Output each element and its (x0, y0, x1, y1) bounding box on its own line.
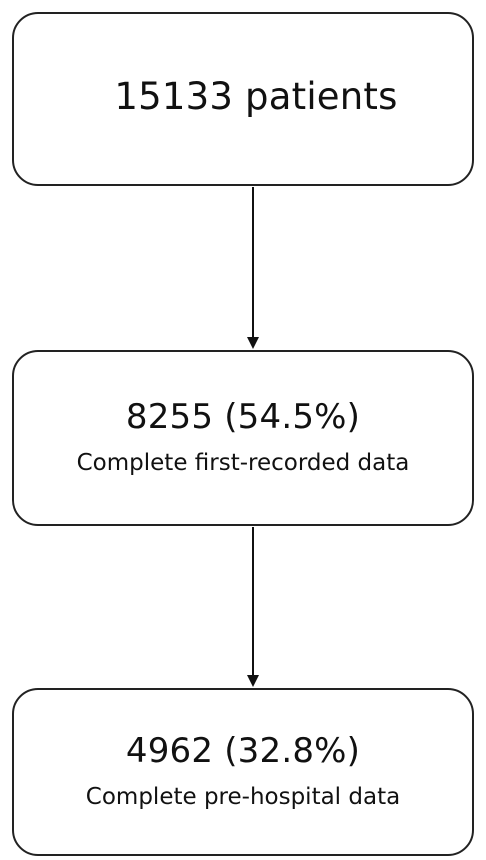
node-first-recorded-count: 8255 (54.5%) (125, 397, 361, 438)
node-first-recorded-label: Complete first-recorded data (76, 450, 410, 477)
node-pre-hospital: 4962 (32.8%) Complete pre-hospital data (12, 688, 474, 856)
node-total-patients-count: 15133 patients (114, 74, 398, 118)
node-pre-hospital-label: Complete pre-hospital data (85, 784, 401, 811)
node-total-patients: 15133 patients (12, 12, 474, 186)
node-first-recorded: 8255 (54.5%) Complete first-recorded dat… (12, 350, 474, 526)
node-pre-hospital-count: 4962 (32.8%) (125, 731, 361, 772)
